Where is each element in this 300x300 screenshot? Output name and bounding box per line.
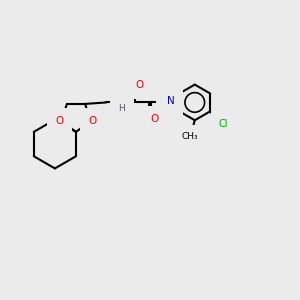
Text: O: O xyxy=(151,114,159,124)
Text: H: H xyxy=(118,104,125,113)
Text: O: O xyxy=(88,116,97,126)
Text: H: H xyxy=(163,93,170,102)
Text: N: N xyxy=(167,96,174,106)
Text: Cl: Cl xyxy=(219,119,228,129)
Text: O: O xyxy=(135,80,144,91)
Text: CH₃: CH₃ xyxy=(182,132,199,141)
Text: N: N xyxy=(118,98,126,107)
Text: O: O xyxy=(56,116,64,126)
